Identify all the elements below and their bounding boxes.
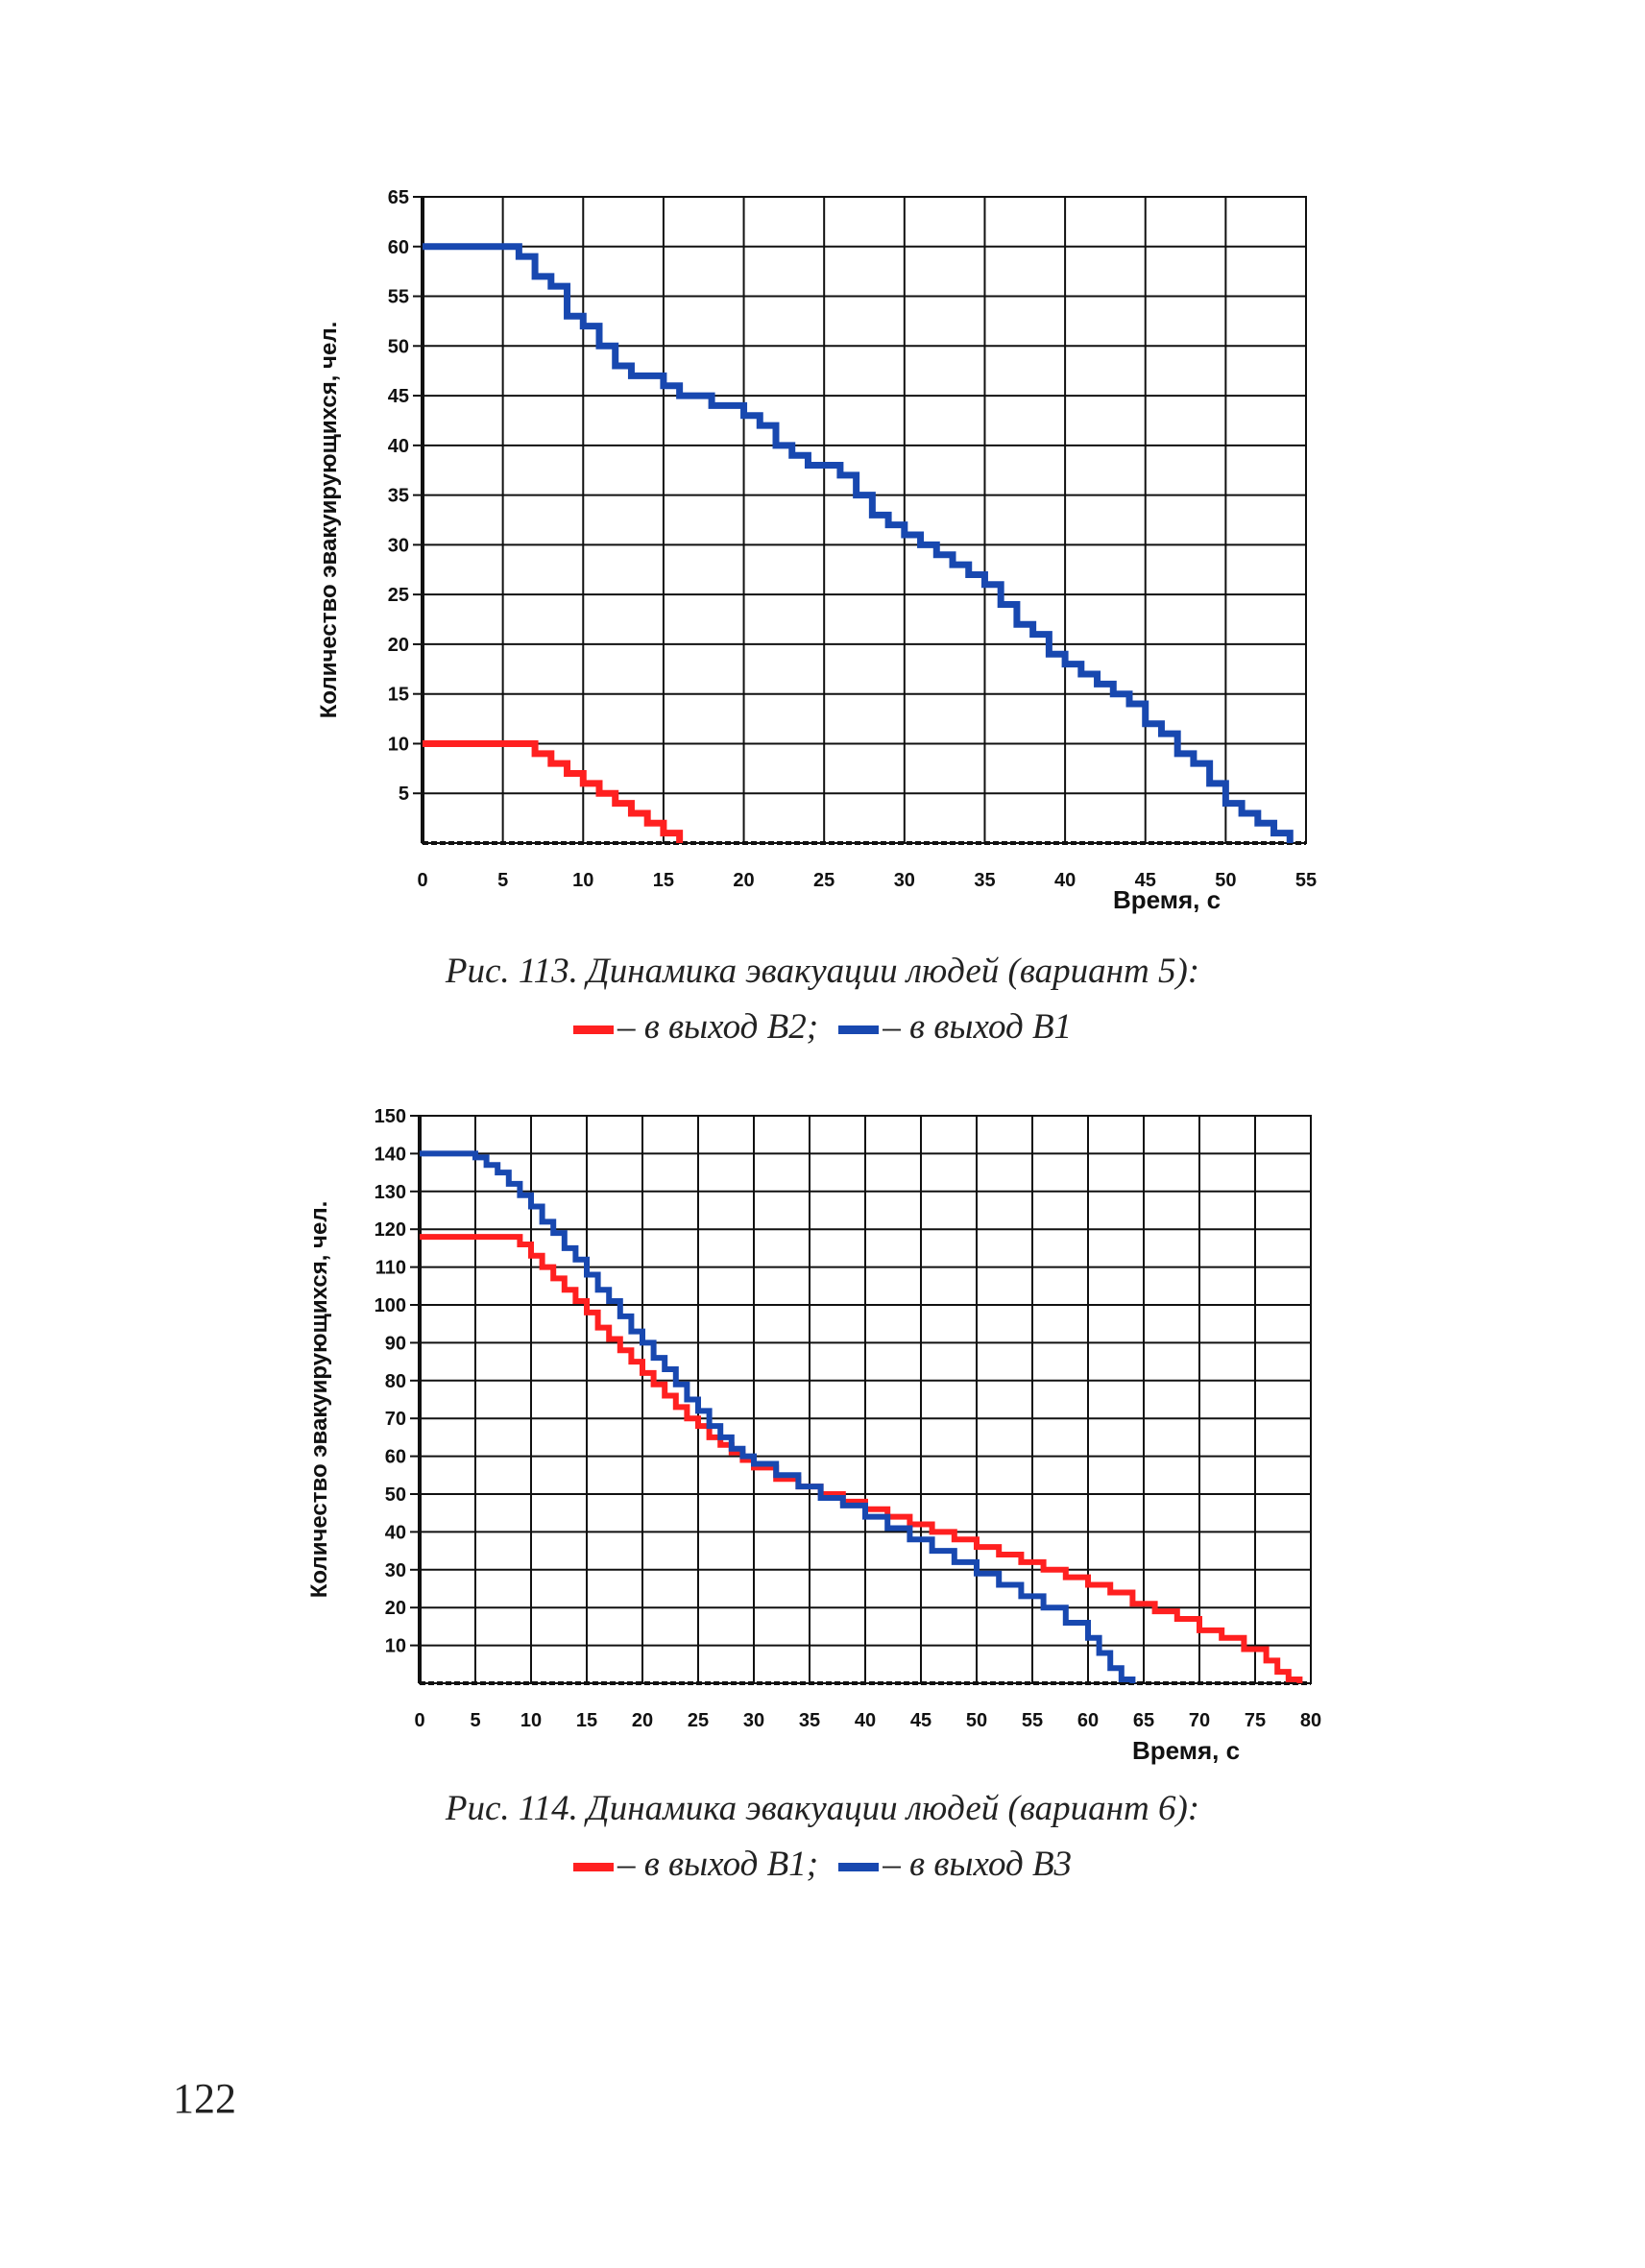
y-tick-label: 5 <box>399 784 409 805</box>
figure-caption: Рис. 113. Динамика эвакуации людей (вари… <box>445 952 1200 991</box>
legend-swatch-red <box>572 1863 614 1872</box>
x-axis-label: Время, с <box>1132 1736 1240 1765</box>
x-tick-label: 30 <box>743 1710 764 1731</box>
x-tick-label: 55 <box>1295 870 1317 891</box>
x-tick-label: 10 <box>572 870 593 891</box>
series-line-2 <box>420 1150 1136 1683</box>
legend-swatch-red <box>572 1025 614 1035</box>
x-tick-label: 35 <box>799 1710 820 1731</box>
y-axis-label: Количество эвакуирующихся, чел. <box>306 1201 332 1599</box>
legend-text: – в выход В3 <box>883 1845 1073 1884</box>
y-tick-label: 45 <box>388 386 409 407</box>
legend-text: – в выход В2; <box>617 1007 819 1047</box>
x-tick-label: 50 <box>1215 870 1236 891</box>
y-tick-label: 35 <box>388 486 409 507</box>
legend-text: – в выход В1 <box>883 1007 1073 1047</box>
y-tick-label: 20 <box>385 1598 406 1619</box>
plot-frame <box>422 196 1307 844</box>
y-axis-label: Количество эвакуирующихся, чел. <box>316 322 342 719</box>
series-line-1 <box>420 1234 1303 1683</box>
x-tick-label: 5 <box>497 870 508 891</box>
y-tick-label: 60 <box>385 1447 406 1468</box>
x-tick-label: 45 <box>1135 870 1156 891</box>
x-tick-label: 60 <box>1077 1710 1099 1731</box>
x-tick-label: 45 <box>910 1710 931 1731</box>
x-tick-label: 25 <box>688 1710 709 1731</box>
y-tick-label: 80 <box>385 1371 406 1392</box>
x-tick-label: 0 <box>414 1710 424 1731</box>
grid <box>410 1115 1312 1683</box>
x-tick-label: 65 <box>1133 1710 1154 1731</box>
evacuation-chart-variant-6: 0 5 10 15 20 25 30 35 40 45 50 55 60 65 70 75 80 10 20 30 40… <box>306 1106 1321 1765</box>
y-tick-label: 50 <box>388 336 409 357</box>
y-tick-label: 65 <box>388 187 409 208</box>
y-tick-label: 10 <box>385 1636 406 1657</box>
y-tick-label: 50 <box>385 1484 406 1506</box>
legend-text: – в выход В1; <box>617 1845 819 1884</box>
y-tick-label: 55 <box>388 287 409 308</box>
x-tick-label: 40 <box>855 1710 876 1731</box>
figure-legend: – в выход В2; – в выход В1 <box>0 1006 1645 1048</box>
y-tick-label: 70 <box>385 1409 406 1430</box>
y-tick-label: 120 <box>375 1219 406 1241</box>
legend-swatch-blue <box>838 1025 880 1035</box>
x-tick-label: 30 <box>894 870 915 891</box>
x-tick-label: 75 <box>1245 1710 1266 1731</box>
x-tick-label: 55 <box>1022 1710 1043 1731</box>
page-number: 122 <box>173 2075 236 2122</box>
x-tick-label: 20 <box>733 870 754 891</box>
x-tick-label: 25 <box>813 870 835 891</box>
figure-legend: – в выход В1; – в выход В3 <box>0 1844 1645 1885</box>
x-axis-label: Время, с <box>1113 885 1221 914</box>
y-tick-label: 40 <box>385 1522 406 1543</box>
x-tick-label: 70 <box>1189 1710 1210 1731</box>
y-tick-label: 60 <box>388 237 409 258</box>
y-tick-label: 30 <box>385 1560 406 1581</box>
y-tick-label: 10 <box>388 734 409 755</box>
series-line-1 <box>423 739 684 843</box>
x-tick-label: 50 <box>966 1710 987 1731</box>
y-tick-label: 140 <box>375 1144 406 1165</box>
plot-frame <box>419 1115 1312 1684</box>
y-tick-label: 130 <box>375 1182 406 1203</box>
y-tick-label: 110 <box>375 1258 406 1279</box>
y-tick-label: 25 <box>388 585 409 606</box>
y-tick-label: 150 <box>375 1106 406 1127</box>
y-tick-label: 100 <box>375 1295 406 1316</box>
figure-caption: Рис. 114. Динамика эвакуации людей (вари… <box>445 1789 1200 1828</box>
x-tick-label: 0 <box>417 870 427 891</box>
y-tick-label: 30 <box>388 535 409 556</box>
y-tick-label: 20 <box>388 635 409 656</box>
x-tick-label: 15 <box>653 870 674 891</box>
y-tick-label: 15 <box>388 685 409 706</box>
x-tick-label: 5 <box>470 1710 480 1731</box>
y-tick-label: 90 <box>385 1333 406 1354</box>
y-tick-label: 40 <box>388 436 409 457</box>
series-line-2 <box>423 243 1294 843</box>
evacuation-chart-variant-5: 0 5 10 15 20 25 30 35 40 45 50 55510152025303540455… <box>316 187 1317 914</box>
grid <box>413 196 1307 843</box>
x-tick-label: 20 <box>632 1710 653 1731</box>
x-tick-label: 15 <box>576 1710 597 1731</box>
x-tick-label: 10 <box>520 1710 542 1731</box>
legend-swatch-blue <box>838 1863 880 1872</box>
x-tick-label: 35 <box>974 870 995 891</box>
x-tick-label: 40 <box>1054 870 1076 891</box>
x-tick-label: 80 <box>1300 1710 1321 1731</box>
